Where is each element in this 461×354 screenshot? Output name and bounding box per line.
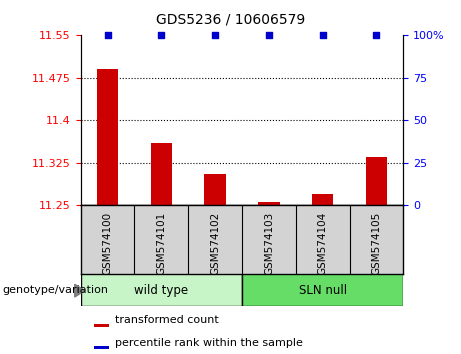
Point xyxy=(319,33,326,38)
Text: GSM574105: GSM574105 xyxy=(372,212,382,275)
Bar xyxy=(97,69,118,205)
Text: transformed count: transformed count xyxy=(115,315,219,325)
Bar xyxy=(151,143,172,205)
Text: genotype/variation: genotype/variation xyxy=(2,285,108,295)
Point xyxy=(104,33,111,38)
Bar xyxy=(312,194,333,205)
Text: GSM574102: GSM574102 xyxy=(210,212,220,275)
Text: GSM574101: GSM574101 xyxy=(156,212,166,275)
Bar xyxy=(242,274,403,306)
Text: GSM574103: GSM574103 xyxy=(264,212,274,275)
Bar xyxy=(366,157,387,205)
Point xyxy=(212,33,219,38)
Point xyxy=(158,33,165,38)
Point xyxy=(265,33,272,38)
Bar xyxy=(258,202,280,205)
Point xyxy=(373,33,380,38)
Text: GDS5236 / 10606579: GDS5236 / 10606579 xyxy=(156,12,305,27)
Bar xyxy=(94,346,109,349)
Bar xyxy=(81,274,242,306)
Text: percentile rank within the sample: percentile rank within the sample xyxy=(115,338,303,348)
Polygon shape xyxy=(75,284,85,297)
Bar xyxy=(94,324,109,327)
Text: SLN null: SLN null xyxy=(299,284,347,297)
Text: GSM574100: GSM574100 xyxy=(102,212,112,275)
Text: GSM574104: GSM574104 xyxy=(318,212,328,275)
Text: wild type: wild type xyxy=(134,284,189,297)
Bar xyxy=(204,174,226,205)
